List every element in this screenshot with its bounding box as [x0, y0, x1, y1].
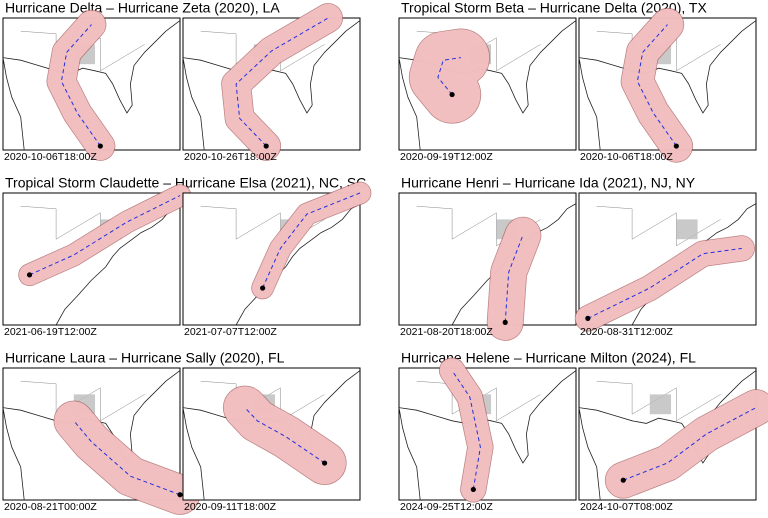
- track-line: [244, 407, 325, 464]
- panel-title: Tropical Storm Beta – Hurricane Delta (2…: [401, 0, 707, 16]
- map: [2, 367, 201, 515]
- state-borders: [596, 205, 721, 247]
- storm-position: [585, 315, 591, 321]
- map: [398, 192, 577, 341]
- map: [578, 7, 757, 163]
- track-line: [623, 407, 757, 481]
- coastline: [55, 203, 181, 326]
- panel-title: Hurricane Henri – Hurricane Ida (2021), …: [401, 175, 696, 191]
- storm-position: [26, 272, 33, 278]
- map-date: 2020-09-11T18:00Z: [184, 501, 277, 513]
- storm-position: [502, 319, 508, 325]
- panel-title: Hurricane Helene – Hurricane Milton (202…: [401, 350, 696, 366]
- map: [578, 367, 768, 501]
- panel-title: Hurricane Laura – Hurricane Sally (2020)…: [5, 350, 285, 366]
- map-date: 2020-10-06T18:00Z: [4, 151, 97, 163]
- coastline: [578, 407, 601, 501]
- map-date: 2020-09-19T12:00Z: [400, 151, 493, 163]
- map-date: 2021-06-19T12:00Z: [4, 326, 97, 338]
- coastline: [2, 57, 25, 151]
- map-date: 2021-08-20T18:00Z: [400, 326, 493, 338]
- storm-position: [322, 460, 328, 466]
- coastline: [182, 407, 205, 501]
- panel-title: Hurricane Delta – Hurricane Zeta (2020),…: [5, 0, 280, 16]
- coastline: [398, 407, 421, 501]
- forecast-cone: [621, 8, 693, 162]
- forecast-cone: [47, 10, 115, 161]
- coastline: [182, 57, 205, 151]
- track-line: [29, 195, 181, 276]
- storm-position: [260, 285, 266, 291]
- map-date: 2020-10-06T18:00Z: [580, 151, 673, 163]
- track-line: [504, 235, 524, 323]
- panel-title: Tropical Storm Claudette – Hurricane Els…: [5, 175, 366, 191]
- coastline: [398, 370, 577, 464]
- map: [574, 192, 757, 332]
- storm-position: [470, 486, 476, 493]
- track-line: [73, 420, 181, 496]
- map-date: 2020-08-31T12:00Z: [580, 326, 673, 338]
- map-date: 2020-08-21T00:00Z: [4, 501, 97, 513]
- map-frame: [398, 192, 577, 326]
- track-line: [587, 247, 742, 319]
- track-line: [262, 192, 361, 289]
- map: [398, 17, 577, 151]
- affected-state: [649, 394, 672, 415]
- map: [398, 357, 577, 503]
- storm-position: [97, 143, 103, 149]
- map-date: 2021-07-07T12:00Z: [184, 326, 277, 338]
- map: [182, 3, 361, 161]
- storm-position: [177, 492, 183, 498]
- coastline: [2, 407, 25, 501]
- map-date: 2024-09-25T12:00Z: [400, 501, 493, 513]
- storm-position: [673, 143, 679, 149]
- coastline: [578, 57, 601, 151]
- storm-position: [263, 143, 269, 149]
- coastline: [398, 57, 421, 151]
- map: [2, 184, 192, 326]
- map: [2, 9, 181, 161]
- affected-state: [676, 219, 698, 240]
- map-date: 2020-10-26T18:00Z: [184, 151, 277, 163]
- track-line: [235, 17, 329, 147]
- storm-position: [449, 91, 455, 98]
- map-date: 2024-10-07T08:00Z: [580, 501, 673, 513]
- storm-position: [620, 477, 626, 483]
- forecast-cone: [409, 29, 490, 123]
- map: [182, 181, 372, 326]
- map: [182, 367, 361, 501]
- track-line: [437, 57, 461, 95]
- track-line: [451, 370, 481, 490]
